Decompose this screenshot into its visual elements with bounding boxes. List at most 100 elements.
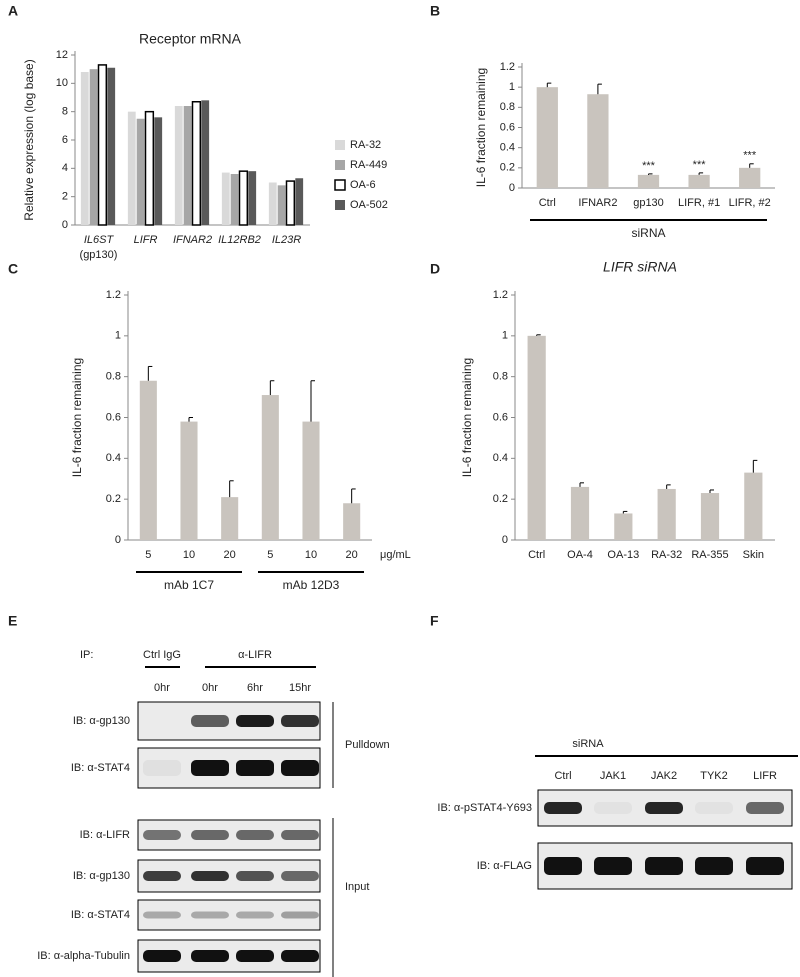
x-tick-label: 10	[305, 549, 317, 561]
y-tick-label: 0	[115, 534, 121, 546]
bar	[527, 335, 546, 540]
y-tick-label: 0.8	[493, 371, 508, 383]
bar	[201, 100, 210, 225]
blot-band	[143, 911, 181, 919]
panel-label: D	[430, 261, 440, 277]
bar	[107, 67, 116, 225]
x-tick-label: IL23R	[272, 234, 301, 246]
blot-band	[695, 802, 733, 814]
legend-label: RA-449	[350, 159, 387, 171]
error-bar	[597, 83, 602, 95]
bar	[261, 395, 279, 540]
y-tick-label: 6	[62, 134, 68, 146]
bar	[221, 497, 239, 540]
y-tick-label: 0.8	[500, 101, 515, 113]
row-label: IB: α-STAT4	[71, 762, 130, 774]
bar	[614, 513, 633, 540]
bar	[136, 118, 145, 225]
bar	[536, 87, 558, 188]
row-label: IB: α-pSTAT4-Y693	[437, 802, 532, 814]
section-label: Pulldown	[345, 739, 390, 751]
blot-band	[746, 857, 784, 875]
blot-band	[191, 950, 229, 962]
bar	[238, 170, 249, 226]
x-tick-label: IL12RB2	[218, 234, 261, 246]
error-bar	[709, 489, 714, 494]
row-label: IB: α-LIFR	[80, 829, 130, 841]
blot-band	[695, 857, 733, 875]
y-tick-label: 0.4	[106, 452, 121, 464]
blot-band	[236, 950, 274, 962]
y-tick-label: 0.2	[106, 493, 121, 505]
panel-label: F	[430, 613, 439, 629]
lane-label: 0hr	[154, 682, 170, 694]
chart-title: LIFR siRNA	[603, 259, 677, 275]
blot-band	[143, 830, 181, 840]
x-tick-label: gp130	[633, 197, 664, 209]
legend-label: OA-502	[350, 199, 388, 211]
blot-band	[143, 950, 181, 962]
error-bar	[536, 334, 541, 336]
blot-band	[281, 760, 319, 776]
y-axis-label: IL-6 fraction remaining	[460, 358, 474, 477]
legend-swatch	[335, 160, 345, 170]
y-tick-label: 4	[62, 162, 68, 174]
bar	[268, 182, 277, 225]
y-tick-label: 0.4	[493, 452, 508, 464]
significance: ***	[743, 150, 757, 162]
error-bar	[749, 163, 754, 168]
y-tick-label: 2	[62, 191, 68, 203]
blot-band	[645, 802, 683, 814]
x-tick-label: 10	[183, 549, 195, 561]
x-tick-label: 5	[267, 549, 273, 561]
y-tick-label: 0	[502, 534, 508, 546]
legend-label: RA-32	[350, 139, 381, 151]
bar	[180, 421, 198, 540]
error-bar	[351, 488, 356, 504]
row-label: IB: α-STAT4	[71, 909, 130, 921]
bar	[277, 185, 286, 225]
significance: ***	[642, 160, 656, 172]
y-tick-label: 1.2	[500, 61, 515, 73]
blot-band	[281, 950, 319, 962]
panel-label: B	[430, 3, 440, 19]
bar	[248, 171, 257, 225]
blot-band	[281, 830, 319, 840]
lane-label: 15hr	[289, 682, 311, 694]
error-bar	[698, 172, 704, 175]
bar	[80, 72, 89, 225]
legend-swatch	[335, 200, 345, 210]
group-label: siRNA	[631, 226, 665, 240]
blot-box	[137, 899, 321, 931]
y-tick-label: 0.2	[500, 162, 515, 174]
blot-band	[645, 857, 683, 875]
blot-band	[236, 871, 274, 881]
blot-band	[191, 830, 229, 840]
row-label: IB: α-gp130	[73, 870, 130, 882]
lane-label: 6hr	[247, 682, 263, 694]
x-tick-label: LIFR, #2	[729, 197, 771, 209]
error-bar	[229, 480, 234, 498]
bar	[637, 174, 660, 188]
x-tick-label: 20	[224, 549, 236, 561]
bar	[343, 503, 361, 540]
y-tick-label: 1.2	[493, 289, 508, 301]
error-bar	[622, 510, 628, 514]
blot-band	[236, 830, 274, 840]
y-tick-label: 8	[62, 106, 68, 118]
x-tick-label: 20	[346, 549, 358, 561]
blot-band	[236, 760, 274, 776]
y-axis-label: IL-6 fraction remaining	[70, 358, 84, 477]
y-tick-label: 0.2	[493, 493, 508, 505]
y-axis-label: IL-6 fraction remaining	[474, 68, 488, 187]
error-bar	[666, 484, 671, 489]
blot-band	[191, 911, 229, 919]
bar	[295, 178, 304, 225]
error-bar	[546, 82, 552, 88]
chart-title: Receptor mRNA	[139, 31, 242, 47]
y-tick-label: 0.4	[500, 142, 515, 154]
panel-label: C	[8, 261, 18, 277]
bar	[285, 180, 296, 226]
blot-band	[191, 715, 229, 727]
row-label: IB: α-gp130	[73, 715, 130, 727]
